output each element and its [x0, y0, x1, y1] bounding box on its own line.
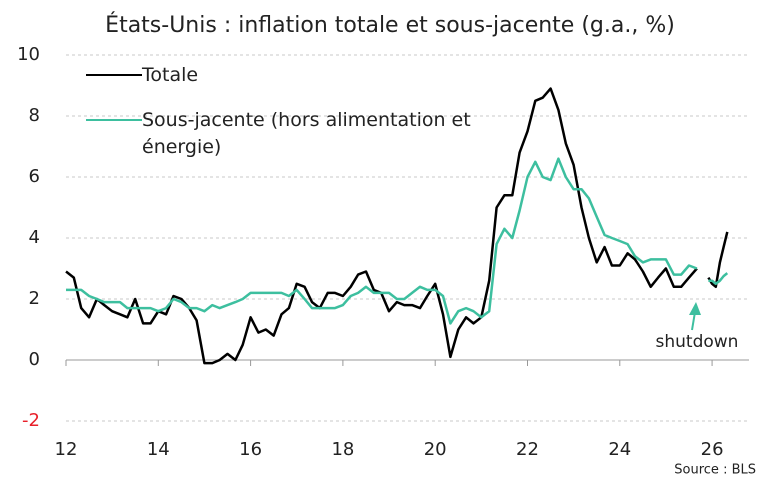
- source: Source : BLS: [674, 463, 756, 478]
- legend-swatch: [86, 119, 142, 121]
- chart-title: États-Unis : inflation totale et sous-ja…: [105, 12, 675, 38]
- y-tick-label: 2: [29, 288, 40, 309]
- y-tick-label: -2: [22, 410, 40, 431]
- x-tick-label: 22: [516, 439, 539, 460]
- legend-entry: Totale: [86, 62, 486, 89]
- y-tick-label: 10: [17, 44, 40, 65]
- x-tick-label: 26: [701, 439, 724, 460]
- legend-label: Sous-jacente (hors alimentation et énerg…: [142, 109, 471, 158]
- legend-swatch: [86, 74, 142, 76]
- x-tick-label: 20: [424, 439, 447, 460]
- x-tick-label: 24: [608, 439, 631, 460]
- annotation: shutdown: [656, 332, 739, 352]
- x-tick-label: 16: [239, 439, 262, 460]
- y-tick-label: 8: [29, 105, 40, 126]
- y-tick-label: 0: [29, 349, 40, 370]
- y-tick-label: 6: [29, 166, 40, 187]
- legend: Totale Sous-jacente (hors alimentation et…: [86, 62, 486, 179]
- legend-entry: Sous-jacente (hors alimentation et énerg…: [86, 107, 486, 161]
- x-tick-label: 18: [331, 439, 354, 460]
- series-line: [66, 157, 729, 325]
- x-tick-label: 14: [147, 439, 170, 460]
- y-tick-label: 4: [29, 227, 40, 248]
- x-tick-label: 12: [55, 439, 78, 460]
- annotation-arrowhead: [689, 302, 701, 315]
- legend-label: Totale: [142, 64, 199, 86]
